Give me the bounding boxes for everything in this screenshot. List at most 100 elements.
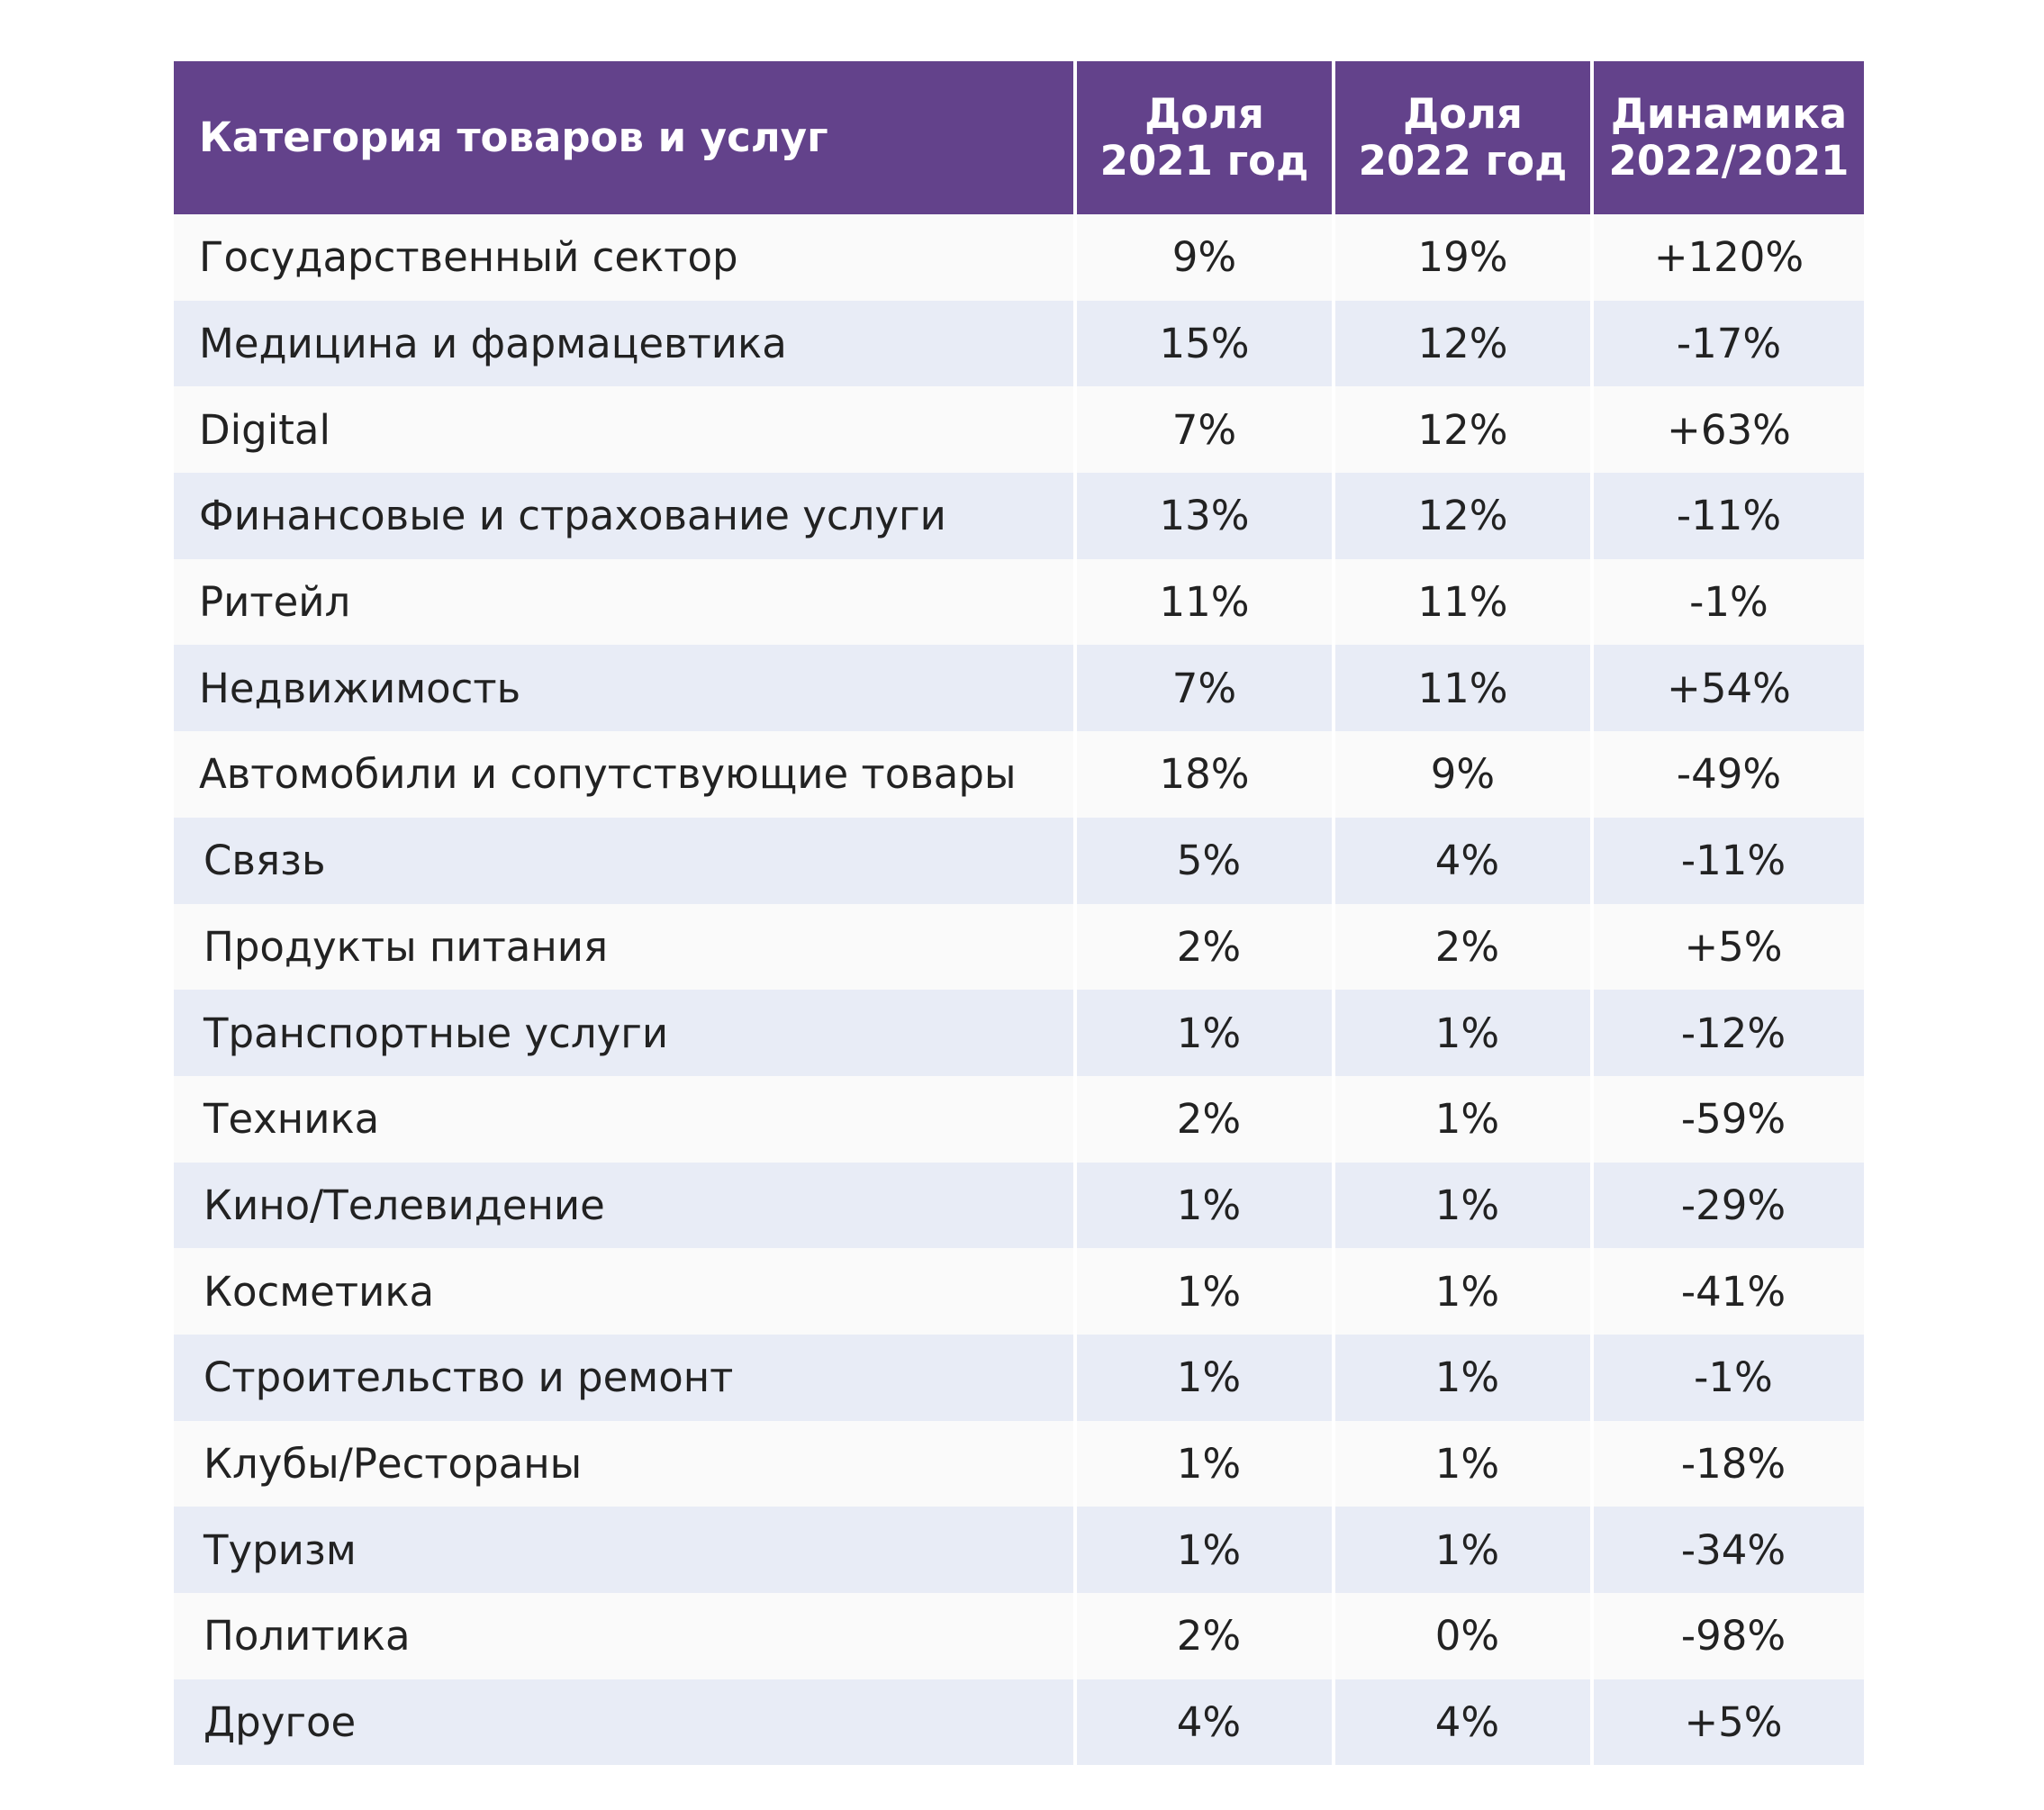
table-row: Государственный сектор 9% 19% +120% [174, 214, 1864, 301]
cell-share-2021: 18% [1073, 731, 1332, 818]
cell-dynamics-text: -98% [1680, 1612, 1786, 1661]
cell-category-text: Продукты питания [203, 922, 609, 971]
cell-share-2022-text: 2% [1434, 922, 1500, 971]
cell-share-2022-text: 12% [1417, 405, 1508, 454]
cell-dynamics: -41% [1590, 1248, 1864, 1335]
cell-dynamics-text: +5% [1684, 922, 1783, 971]
cell-share-2021: 4% [1073, 1679, 1332, 1766]
cell-share-2021-text: 1% [1176, 1267, 1242, 1316]
cell-dynamics: -49% [1590, 731, 1864, 818]
cell-category: Финансовые и страхование услуги [174, 473, 1073, 559]
header-row: Категория товаров и услуг Доля 2021 год … [174, 61, 1864, 214]
cell-dynamics: -11% [1590, 817, 1864, 904]
cell-share-2022-text: 1% [1434, 1267, 1500, 1316]
cell-category: Недвижимость [174, 645, 1073, 732]
cell-share-2022: 2% [1332, 903, 1590, 991]
cell-share-2022: 9% [1332, 731, 1590, 818]
cell-dynamics-text: -1% [1694, 1353, 1773, 1402]
header-share-2022-line-2: 2022 год [1358, 137, 1568, 185]
cell-share-2022: 11% [1332, 645, 1590, 732]
cell-category-text: Транспортные услуги [203, 1009, 669, 1057]
cell-dynamics: -12% [1590, 990, 1864, 1076]
cell-share-2022-text: 4% [1434, 837, 1500, 885]
cell-category: Государственный сектор [174, 214, 1073, 301]
header-share-2021-line-1: Доля [1144, 90, 1264, 138]
cell-share-2022-text: 1% [1434, 1439, 1500, 1488]
cell-category-text: Недвижимость [199, 664, 521, 712]
cell-share-2021: 7% [1073, 645, 1332, 732]
cell-category: Политика [174, 1593, 1073, 1679]
cell-share-2021: 13% [1073, 473, 1332, 559]
cell-dynamics-text: -11% [1680, 837, 1786, 885]
cell-share-2022-text: 11% [1417, 578, 1508, 627]
cell-share-2022-text: 12% [1417, 492, 1508, 540]
cell-share-2022: 12% [1332, 300, 1590, 387]
cell-share-2022: 0% [1332, 1593, 1590, 1679]
cell-category: Автомобили и сопутствующие товары [174, 731, 1073, 818]
cell-share-2021-text: 2% [1176, 1612, 1242, 1661]
cell-share-2022: 1% [1332, 1420, 1590, 1507]
cell-share-2022-text: 1% [1434, 1181, 1500, 1229]
cell-share-2021-text: 18% [1159, 750, 1250, 799]
cell-category: Digital [174, 386, 1073, 474]
cell-share-2022-text: 4% [1434, 1698, 1500, 1747]
cell-share-2022-text: 11% [1417, 664, 1508, 712]
cell-share-2021: 1% [1073, 1162, 1332, 1249]
cell-share-2021-text: 13% [1159, 492, 1250, 540]
cell-share-2022-text: 1% [1434, 1353, 1500, 1402]
category-share-table-container: Категория товаров и услуг Доля 2021 год … [174, 61, 1864, 1766]
table-row: Финансовые и страхование услуги 13% 12% -11… [174, 473, 1864, 559]
cell-category: Связь [174, 817, 1073, 904]
cell-share-2021: 9% [1073, 214, 1332, 301]
cell-category-text: Ритейл [199, 578, 351, 627]
cell-category-text: Политика [203, 1612, 411, 1661]
cell-dynamics-text: -11% [1676, 492, 1782, 540]
header-category: Категория товаров и услуг [174, 61, 1073, 214]
cell-share-2022: 12% [1332, 386, 1590, 474]
cell-share-2022: 4% [1332, 817, 1590, 904]
cell-dynamics-text: -17% [1676, 320, 1782, 368]
cell-category-text: Клубы/Рестораны [203, 1439, 583, 1488]
header-dynamics-line-2: 2022/2021 [1608, 137, 1850, 185]
cell-share-2022: 1% [1332, 1075, 1590, 1163]
cell-dynamics-text: -59% [1680, 1095, 1786, 1144]
cell-dynamics-text: -29% [1680, 1181, 1786, 1229]
cell-category-text: Другое [203, 1698, 357, 1747]
cell-share-2022: 1% [1332, 1507, 1590, 1593]
cell-share-2021-text: 15% [1159, 320, 1250, 368]
cell-category: Медицина и фармацевтика [174, 300, 1073, 387]
cell-share-2022: 11% [1332, 558, 1590, 646]
cell-share-2022: 19% [1332, 214, 1590, 301]
cell-dynamics-text: -49% [1676, 750, 1782, 799]
cell-share-2022: 1% [1332, 1162, 1590, 1249]
cell-share-2021: 1% [1073, 990, 1332, 1076]
cell-dynamics: +63% [1590, 386, 1864, 474]
cell-share-2022: 1% [1332, 1248, 1590, 1335]
table-row: Продукты питания 2% 2% +5% [174, 903, 1864, 991]
table-row: Строительство и ремонт 1% 1% -1% [174, 1334, 1864, 1421]
cell-share-2021: 2% [1073, 1593, 1332, 1679]
table-row: Автомобили и сопутствующие товары 18% 9% -4… [174, 731, 1864, 818]
cell-share-2021-text: 7% [1171, 405, 1237, 454]
table-row: Медицина и фармацевтика 15% 12% -17% [174, 300, 1864, 387]
cell-category: Ритейл [174, 558, 1073, 646]
cell-category: Продукты питания [174, 903, 1073, 991]
cell-dynamics: -34% [1590, 1507, 1864, 1593]
cell-dynamics: -29% [1590, 1162, 1864, 1249]
cell-category: Туризм [174, 1507, 1073, 1593]
cell-share-2021-text: 9% [1171, 233, 1237, 282]
header-share-2021: Доля 2021 год [1073, 61, 1332, 214]
cell-dynamics-text: -1% [1689, 578, 1768, 627]
cell-share-2021: 5% [1073, 817, 1332, 904]
cell-share-2021-text: 2% [1176, 1095, 1242, 1144]
cell-share-2021-text: 4% [1176, 1698, 1242, 1747]
table-row: Транспортные услуги 1% 1% -12% [174, 990, 1864, 1076]
table-row: Ритейл 11% 11% -1% [174, 558, 1864, 646]
cell-share-2021: 7% [1073, 386, 1332, 474]
header-dynamics-line-1: Динамика [1610, 90, 1848, 138]
cell-category-text: Медицина и фармацевтика [199, 320, 787, 368]
cell-category: Строительство и ремонт [174, 1334, 1073, 1421]
cell-share-2021-text: 1% [1176, 1009, 1242, 1057]
table-row: Косметика 1% 1% -41% [174, 1248, 1864, 1335]
cell-dynamics: -17% [1590, 300, 1864, 387]
